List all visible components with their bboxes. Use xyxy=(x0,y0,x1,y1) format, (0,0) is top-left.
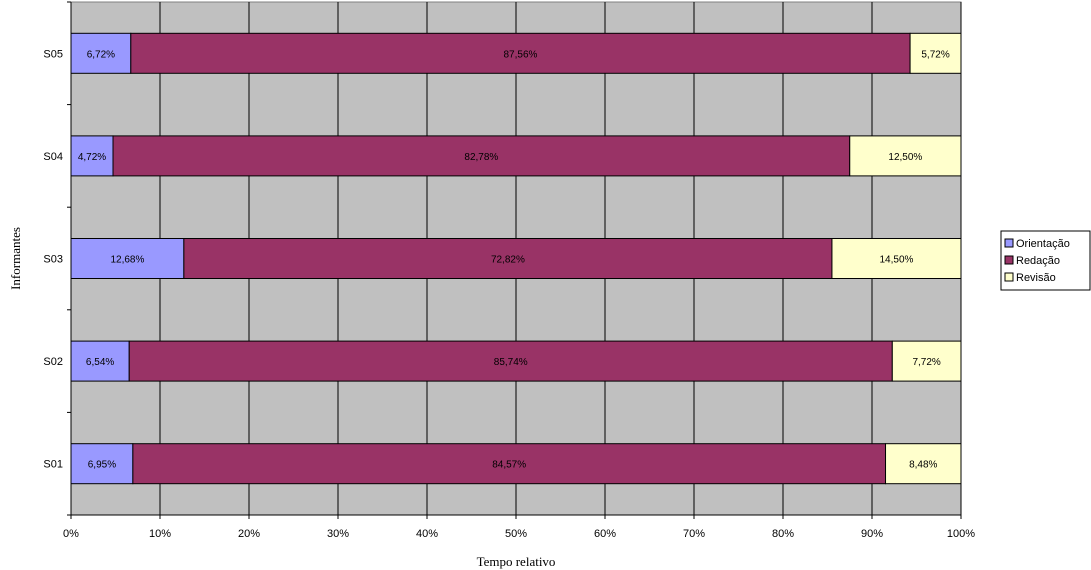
bar-segment xyxy=(70,340,130,382)
bar-segment xyxy=(183,238,833,279)
axes: 0% 10% 20% 30% 40% 50% 60% 70% 80% 90% 100% S01 S02 S… xyxy=(43,1,975,540)
x-tick-label: 50% xyxy=(505,528,527,540)
legend-swatch xyxy=(1004,272,1014,282)
bar-segment xyxy=(849,135,962,177)
x-tick-label: 80% xyxy=(772,528,794,540)
legend-label: Revisão xyxy=(1016,272,1056,284)
x-tick-label: 20% xyxy=(238,528,260,540)
x-tick-label: 100% xyxy=(947,528,975,540)
bar-segment xyxy=(909,32,962,74)
legend-swatch xyxy=(1004,255,1014,265)
x-tick-label: 30% xyxy=(327,528,349,540)
legend-label: Orientação xyxy=(1016,238,1070,250)
x-tick-label: 60% xyxy=(594,528,616,540)
x-axis-title: Tempo relativo xyxy=(477,554,556,569)
data-label: 7,72% xyxy=(912,357,940,368)
x-tick-label: 40% xyxy=(416,528,438,540)
data-label: 87,56% xyxy=(503,49,537,60)
y-category-label: S01 xyxy=(43,459,63,471)
data-label: 6,72% xyxy=(87,49,115,60)
data-label: 12,50% xyxy=(888,152,922,163)
x-tick-label: 70% xyxy=(683,528,705,540)
bars: 6,95% 84,57% 8,48% 6,54% 85,74% 7,72% 12,68% 72… xyxy=(70,32,962,485)
bar-segment xyxy=(132,443,887,485)
data-label: 84,57% xyxy=(492,460,526,471)
data-label: 6,54% xyxy=(86,357,114,368)
bar-segment xyxy=(891,340,962,382)
x-tick-label: 90% xyxy=(861,528,883,540)
y-category-label: S05 xyxy=(43,48,63,60)
bar-segment xyxy=(128,340,893,382)
bar-segment xyxy=(70,443,134,485)
bar-segment xyxy=(70,135,114,177)
y-category-label: S04 xyxy=(43,151,63,163)
data-label: 82,78% xyxy=(464,152,498,163)
legend: Orientação Redação Revisão xyxy=(1000,230,1091,291)
data-label: 8,48% xyxy=(909,460,937,471)
legend-label: Redação xyxy=(1016,255,1060,267)
x-tick-label: 10% xyxy=(149,528,171,540)
bar-segment xyxy=(831,238,962,279)
bar-segment xyxy=(885,443,962,485)
legend-box xyxy=(1000,230,1091,291)
legend-swatch xyxy=(1004,238,1014,248)
data-label: 4,72% xyxy=(78,152,106,163)
data-label: 14,50% xyxy=(880,255,914,266)
y-category-label: S03 xyxy=(43,254,63,266)
data-label: 5,72% xyxy=(921,49,949,60)
bar-segment xyxy=(130,32,911,74)
x-tick-label: 0% xyxy=(63,528,79,540)
data-label: 12,68% xyxy=(110,255,144,266)
y-axis-title: Informantes xyxy=(8,227,23,290)
data-label: 72,82% xyxy=(491,255,525,266)
data-label: 6,95% xyxy=(88,460,116,471)
bar-segment xyxy=(112,135,851,177)
y-category-label: S02 xyxy=(43,356,63,368)
data-label: 85,74% xyxy=(494,357,528,368)
